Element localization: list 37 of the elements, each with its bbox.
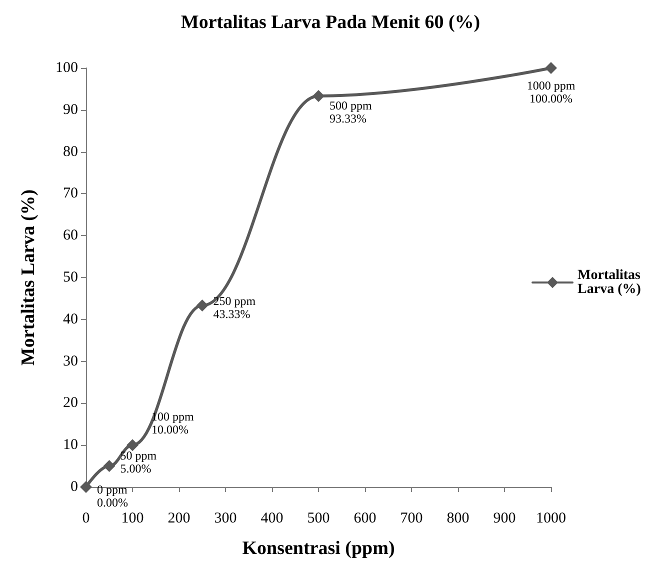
data-label: 0 ppm 0.00% [97, 482, 128, 510]
y-tick-label: 60 [63, 228, 78, 244]
y-tick-label: 50 [63, 270, 78, 286]
data-label: 500 ppm 93.33% [330, 98, 372, 126]
x-tick-label: 900 [493, 510, 516, 526]
x-tick-label: 600 [354, 510, 376, 526]
y-tick-label: 20 [63, 395, 78, 412]
x-tick-label: 200 [168, 510, 190, 526]
x-tick-label: 400 [260, 510, 284, 526]
y-tick-label: 80 [63, 144, 78, 160]
y-tick-label: 70 [63, 186, 78, 202]
x-tick-label: 800 [446, 510, 470, 526]
data-label: 1000 ppm 100.00% [526, 78, 576, 106]
data-label: 250 ppm 43.33% [213, 294, 256, 321]
y-tick-label: 10 [63, 437, 78, 454]
x-tick-label: 300 [214, 510, 237, 526]
y-axis-title: Mortalitas Larva (%) [18, 189, 39, 366]
chart-title: Mortalitas Larva Pada Menit 60 (%) [180, 12, 480, 33]
x-tick-label: 1000 [536, 510, 566, 526]
point [545, 62, 557, 74]
y-tick-label: 30 [63, 353, 78, 370]
legend-label: Mortalitas Larva (%) [578, 268, 644, 297]
x-tick-label: 700 [400, 510, 423, 526]
x-tick-label: 500 [307, 510, 330, 526]
y-tick-label: 90 [63, 102, 78, 118]
data-label: 50 ppm 5.00% [120, 448, 158, 476]
y-tick-label: 0 [70, 479, 78, 495]
point [196, 299, 208, 312]
x-tick-label: 0 [82, 510, 90, 526]
point [103, 460, 116, 472]
x-tick-label: 100 [121, 510, 144, 526]
point [126, 439, 138, 452]
y-tick-label: 100 [56, 60, 78, 76]
y-tick-label: 40 [63, 311, 78, 328]
point [312, 90, 324, 102]
point [80, 481, 92, 493]
x-axis-title: Konsentrasi (ppm) [242, 538, 395, 559]
